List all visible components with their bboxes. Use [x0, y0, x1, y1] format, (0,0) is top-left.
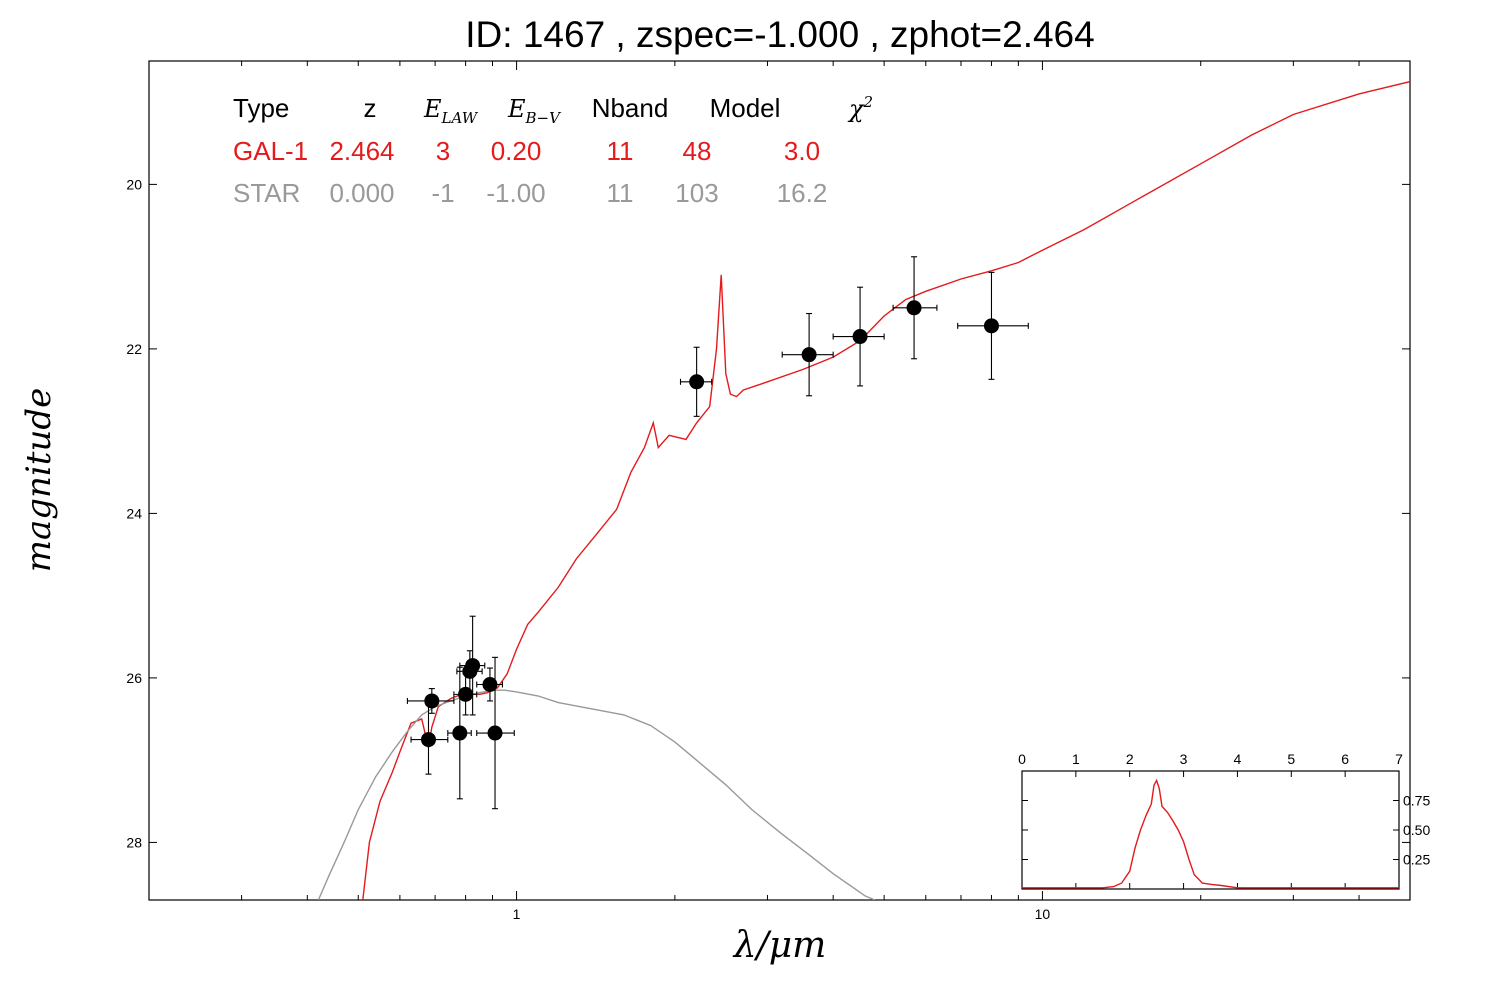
inset-x-tick-label: 3 — [1180, 751, 1188, 767]
table-header-z: z — [364, 93, 377, 123]
table-cell-z: 2.464 — [329, 136, 394, 166]
photometry-point — [447, 666, 472, 800]
data-point-marker — [487, 725, 503, 741]
table-cell-type: GAL-1 — [233, 136, 308, 166]
table-cell-ebv: 0.20 — [491, 136, 542, 166]
galaxy-model-curve — [362, 80, 1410, 900]
inset-x-tick-label: 5 — [1287, 751, 1295, 767]
table-cell-z: 0.000 — [329, 178, 394, 208]
table-cell-chi2: 16.2 — [777, 178, 828, 208]
table-cell-type: STAR — [233, 178, 300, 208]
table-header-model: Model — [710, 93, 781, 123]
table-cell-model: 103 — [675, 178, 718, 208]
fit-table: Type z ELAW EB−V Nband Model χ2 GAL-1 2.4… — [233, 93, 873, 208]
inset-x-tick-label: 6 — [1341, 751, 1349, 767]
data-point-marker — [452, 725, 468, 741]
inset-axis-ticks: 0 1 2 3 4 5 6 7 0.25 0.50 0.75 — [1018, 751, 1430, 889]
photometry-point — [459, 615, 486, 716]
inset-y-tick-label: 0.50 — [1403, 822, 1430, 838]
photometry-point — [781, 312, 834, 397]
inset-x-tick-label: 0 — [1018, 751, 1026, 767]
table-cell-chi2: 3.0 — [784, 136, 820, 166]
pdz-curve — [1022, 778, 1399, 889]
x-tick-label: 10 — [1035, 906, 1051, 922]
y-axis-label: magnitude — [19, 388, 59, 573]
photometry-point — [476, 667, 503, 702]
table-header-ebv: EB−V — [507, 95, 562, 127]
x-axis-label: λ/μm — [732, 925, 826, 966]
inset-y-tick-label: 0.75 — [1403, 793, 1430, 809]
inset-x-tick-label: 7 — [1395, 751, 1403, 767]
table-header-type: Type — [233, 93, 289, 123]
model-curves — [317, 80, 1410, 900]
photometry-point — [957, 271, 1029, 380]
data-point-marker — [420, 732, 436, 748]
data-point-marker — [983, 318, 999, 334]
x-tick-label: 1 — [513, 906, 521, 922]
photometry-point — [832, 286, 885, 387]
table-cell-elaw: 3 — [436, 136, 450, 166]
table-cell-model: 48 — [683, 136, 712, 166]
pdz-inset: 0 1 2 3 4 5 6 7 0.25 0.50 0.75 — [1018, 751, 1430, 890]
inset-frame — [1021, 770, 1400, 890]
data-point-marker — [465, 658, 481, 674]
table-row: STAR 0.000 -1 -1.00 11 103 16.2 — [233, 178, 827, 208]
y-tick-label: 20 — [126, 176, 142, 192]
data-point-marker — [482, 676, 498, 692]
data-point-marker — [689, 374, 705, 390]
table-header-nband: Nband — [592, 93, 669, 123]
table-row: GAL-1 2.464 3 0.20 11 48 3.0 — [233, 136, 820, 166]
data-point-marker — [424, 693, 440, 709]
inset-x-tick-label: 4 — [1234, 751, 1242, 767]
star-model-curve — [317, 689, 876, 900]
table-header-chi2: χ2 — [847, 93, 873, 123]
photometry-point — [410, 704, 449, 775]
chart-title: ID: 1467 , zspec=-1.000 , zphot=2.464 — [465, 14, 1095, 55]
pdz-line — [1022, 778, 1399, 889]
table-header-elaw: ELAW — [423, 95, 479, 127]
data-point-marker — [906, 300, 922, 316]
data-point-marker — [852, 329, 868, 345]
inset-x-tick-label: 1 — [1072, 751, 1080, 767]
photometry-point — [476, 656, 515, 810]
photometry-point — [892, 256, 938, 360]
photometry-points — [406, 256, 1029, 810]
table-cell-nband: 11 — [607, 178, 634, 208]
y-tick-label: 26 — [126, 670, 142, 686]
y-tick-label: 24 — [126, 505, 142, 521]
photometry-point — [453, 673, 478, 716]
inset-x-tick-label: 2 — [1126, 751, 1134, 767]
data-point-marker — [801, 347, 817, 363]
photometry-point — [679, 346, 713, 417]
main-plot-frame — [148, 60, 1411, 901]
y-tick-label: 28 — [126, 834, 142, 850]
table-cell-ebv: -1.00 — [486, 178, 545, 208]
table-cell-elaw: -1 — [431, 178, 454, 208]
table-cell-nband: 11 — [607, 136, 634, 166]
inset-y-tick-label: 0.25 — [1403, 852, 1430, 868]
y-tick-label: 22 — [126, 341, 142, 357]
table-rows: GAL-1 2.464 3 0.20 11 48 3.0 STAR 0.000 -1 -1.00 11… — [233, 136, 827, 208]
data-point-marker — [458, 686, 474, 702]
